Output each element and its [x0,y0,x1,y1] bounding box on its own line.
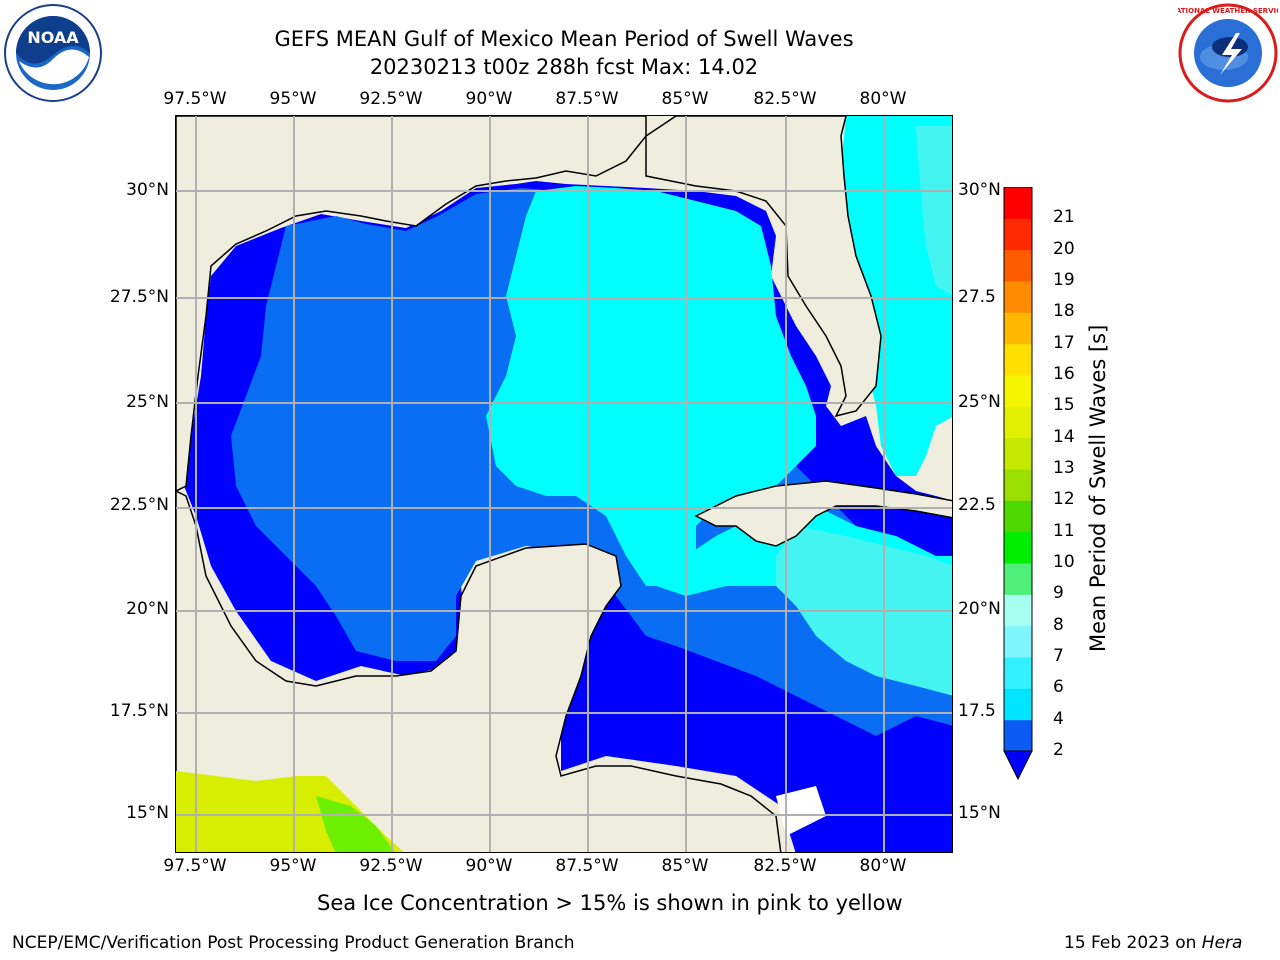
longitude-label: 90°W [465,856,513,876]
longitude-label: 87.5°W [555,89,619,109]
noaa-logo: NOAA [3,3,103,103]
colorbar-swatch [1004,281,1032,313]
colorbar-swatch [1004,437,1032,470]
sea-ice-caption: Sea Ice Concentration > 15% is shown in … [317,891,903,915]
longitude-label: 80°W [859,856,907,876]
colorbar-tick-label: 7 [1053,646,1064,666]
colorbar-swatch [1004,187,1032,219]
longitude-label: 97.5°W [163,89,227,109]
colorbar-swatch [1004,375,1032,407]
latitude-label: 25°N [958,392,1001,412]
colorbar-swatch [1004,343,1032,376]
map-panel [175,115,953,853]
colorbar-tick-label: 17 [1053,332,1075,353]
colorbar-tick-label: 12 [1053,489,1075,510]
colorbar-swatch [1004,594,1032,627]
credit-text: NCEP/EMC/Verification Post Processing Pr… [12,933,575,953]
colorbar-tick-label: 18 [1053,301,1075,322]
colorbar-tick-label: 19 [1053,270,1075,290]
latitude-label: 17.5°N [109,701,169,721]
latitude-label: 30°N [126,180,169,200]
latitude-label: 22.5 [958,495,996,515]
colorbar-tick-label: 21 [1053,207,1075,228]
longitude-label: 85°W [661,89,709,109]
machine-name: Hera [1201,933,1243,953]
chart-subtitle: 20230213 t00z 288h fcst Max: 14.02 [369,55,759,79]
white-gap-south [776,786,826,836]
longitude-label: 92.5°W [359,856,423,876]
latitude-label: 27.5°N [109,287,169,307]
colorbar-tick-label: 10 [1053,552,1075,572]
colorbar-swatch [1004,469,1032,501]
nws-ring-text: NATIONAL WEATHER SERVICE [1178,7,1278,15]
colorbar-swatch [1004,657,1032,689]
latitude-label: 30°N [958,180,1001,200]
longitude-label: 95°W [269,89,317,109]
colorbar-swatch [1004,406,1032,439]
longitude-label: 92.5°W [359,89,423,109]
longitude-label: 82.5°W [753,856,817,876]
longitude-label: 95°W [269,856,317,876]
colorbar-tick-label: 2 [1053,740,1064,760]
colorbar-tick-label: 14 [1053,426,1075,447]
gulf-cyan-region [486,186,816,586]
date-label: 15 Feb 2023 on [1064,933,1202,953]
latitude-label: 22.5°N [109,495,169,515]
colorbar-tick-label: 16 [1053,364,1075,384]
colorbar-swatch [1004,688,1032,721]
colorbar-swatch [1004,531,1032,564]
longitude-label: 97.5°W [163,856,227,876]
longitude-label: 80°W [859,89,907,109]
latitude-label: 25°N [126,392,169,412]
colorbar-swatch [1004,249,1032,282]
chart-title: GEFS MEAN Gulf of Mexico Mean Period of … [274,27,854,51]
sea-ice-green-patch [316,796,395,852]
colorbar-tick-label: 13 [1053,458,1075,478]
longitude-label: 90°W [465,89,513,109]
nws-logo: NATIONAL WEATHER SERVICE [1170,3,1280,103]
colorbar-swatch [1004,500,1032,533]
colorbar-swatches [1003,186,1033,781]
colorbar-tick-label: 11 [1053,520,1075,541]
colorbar-swatch [1004,563,1032,595]
mexico-land [176,490,782,852]
colorbar-swatch [1004,625,1032,658]
latitude-label: 15°N [958,803,1001,823]
colorbar-frame [1003,186,1033,752]
noaa-logo-text: NOAA [27,28,79,47]
colorbar-tick-label: 15 [1053,395,1075,416]
gridlines [176,116,952,852]
longitude-label: 87.5°W [555,856,619,876]
colorbar-extend-triangle [1003,750,1033,781]
colorbar-tick-label: 4 [1053,708,1064,729]
colorbar-swatch [1004,719,1032,752]
latitude-label: 20°N [126,599,169,619]
swell-period-map [176,116,952,852]
date-text: 15 Feb 2023 on Hera [1064,933,1242,953]
atlantic-pale-cyan-region [916,126,952,295]
colorbar-label: Mean Period of Swell Waves [s] [1086,324,1110,652]
colorbar-tick-label: 6 [1053,677,1064,698]
colorbar-tick-label: 8 [1053,614,1064,635]
colorbar-swatch [1004,218,1032,251]
colorbar-tick-label: 9 [1053,583,1064,604]
colorbar-tick-label: 20 [1053,238,1075,259]
latitude-label: 15°N [126,803,169,823]
colorbar-swatch [1004,312,1032,345]
latitude-label: 27.5 [958,287,996,307]
colorbar [1003,186,1037,787]
latitude-label: 20°N [958,599,1001,619]
longitude-label: 85°W [661,856,709,876]
longitude-label: 82.5°W [753,89,817,109]
latitude-label: 17.5 [958,701,996,721]
